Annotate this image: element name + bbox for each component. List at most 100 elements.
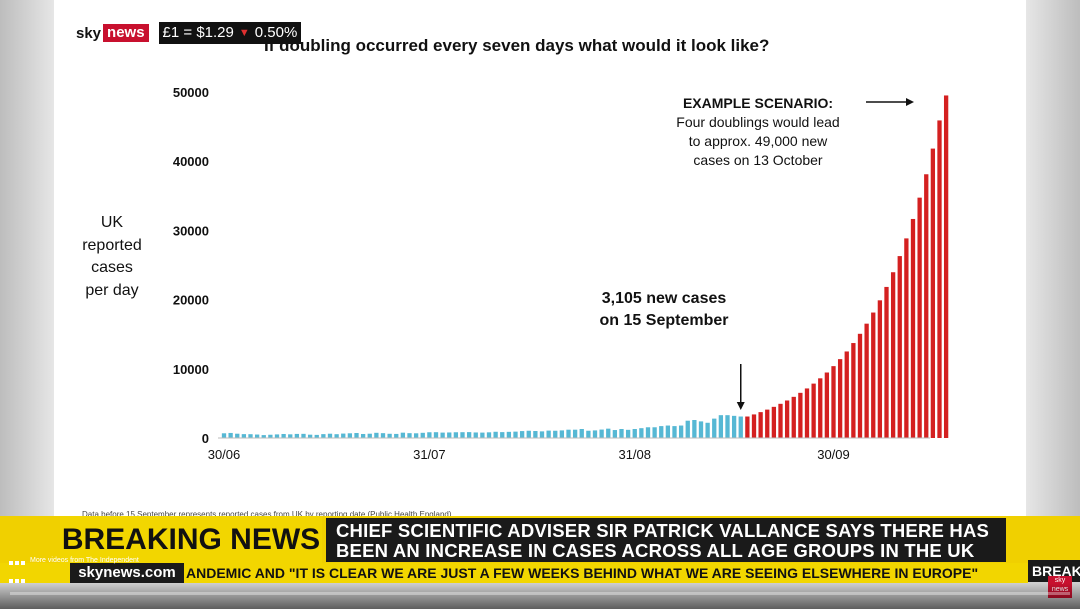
projected-bar	[818, 378, 823, 438]
more-videos-link[interactable]: More videos from The Independent	[30, 557, 139, 564]
reported-bar	[592, 430, 598, 438]
projected-bar	[758, 412, 763, 438]
reported-bar	[354, 433, 359, 438]
reported-bar	[705, 422, 710, 438]
scenario-arrowhead-icon	[906, 98, 914, 106]
reported-bar	[692, 420, 697, 438]
reported-bar	[400, 432, 406, 438]
scenario-line: cases on 13 October	[693, 152, 823, 168]
reported-bar	[473, 432, 478, 438]
reported-bar	[619, 429, 624, 438]
projected-bar	[784, 400, 790, 438]
reported-bar	[652, 427, 657, 438]
more-videos-grid-icon[interactable]	[8, 553, 26, 583]
down-arrow-icon: ▼	[238, 27, 250, 39]
scenario-heading: EXAMPLE SCENARIO:	[682, 95, 834, 111]
reported-bar	[334, 434, 339, 438]
marker-annotation: 3,105 new cases on 15 September	[570, 288, 758, 332]
reported-bar	[248, 434, 253, 438]
breaking-news-label: BREAKING NEWS	[60, 516, 322, 564]
reported-bar	[738, 416, 743, 438]
reported-bar	[380, 433, 386, 438]
headline-line: CHIEF SCIENTIFIC ADVISER SIR PATRICK VAL…	[336, 520, 990, 541]
reported-bar	[407, 433, 412, 438]
fx-rate: £1 = $1.29 ▼ 0.50%	[158, 22, 302, 44]
sky-news-logo: sky news	[72, 22, 153, 44]
scenario-annotation: EXAMPLE SCENARIO: Four doublings would l…	[646, 94, 870, 170]
player-controls	[0, 583, 1080, 609]
reported-bar	[698, 421, 704, 438]
news-crawl-text: ANDEMIC AND "IT IS CLEAR WE ARE JUST A F…	[186, 565, 979, 581]
reported-bar	[612, 430, 618, 438]
reported-bar	[228, 432, 233, 438]
reported-bar	[639, 428, 644, 438]
logo-news: news	[103, 24, 149, 42]
reported-bar	[493, 431, 498, 438]
reported-bar	[307, 434, 313, 438]
projected-bar	[943, 95, 949, 439]
y-tick-label: 50000	[173, 85, 209, 100]
projected-bar	[745, 416, 750, 438]
left-shadow	[0, 0, 54, 540]
projected-bar	[778, 403, 783, 438]
reported-bar	[460, 432, 465, 438]
projected-bar	[884, 286, 889, 438]
reported-bar	[241, 434, 247, 438]
fx-change: 0.50%	[254, 24, 298, 41]
projected-bar	[804, 388, 810, 438]
x-tick-label: 30/06	[208, 447, 241, 462]
skynews-url: skynews.com	[70, 563, 184, 583]
reported-bar	[533, 431, 538, 438]
sky-ticker: sky news £1 = $1.29 ▼ 0.50%	[72, 22, 302, 44]
logo-sky: sky	[76, 24, 102, 42]
reported-bar	[559, 430, 565, 438]
reported-bar	[433, 432, 439, 438]
projected-bar	[751, 414, 757, 438]
projected-bar	[771, 406, 777, 438]
reported-bar	[625, 429, 631, 438]
reported-bar	[413, 433, 419, 438]
reported-bar	[486, 432, 492, 438]
reported-bar	[572, 429, 578, 438]
reported-bar	[506, 431, 512, 438]
reported-bar	[519, 431, 525, 438]
reported-bar	[526, 430, 531, 438]
reported-bar	[321, 434, 326, 438]
projected-bar	[864, 323, 869, 438]
progress-bar[interactable]	[10, 592, 1070, 595]
y-axis-label: UK reported cases per day	[72, 212, 152, 302]
projected-bar	[798, 392, 803, 438]
y-tick-label: 30000	[173, 223, 209, 238]
reported-bar	[347, 433, 353, 438]
chart-title: If doubling occurred every seven days wh…	[264, 36, 770, 55]
scenario-line: to approx. 49,000 new	[688, 133, 828, 149]
reported-bar	[712, 418, 717, 438]
projected-bar	[917, 197, 922, 438]
reported-bar	[453, 432, 459, 438]
projected-bar	[871, 312, 876, 438]
news-crawl-bar	[0, 563, 1028, 583]
reported-bar	[645, 427, 651, 438]
marker-arrowhead-icon	[736, 402, 745, 410]
projected-bar	[831, 366, 836, 438]
reported-bar	[235, 433, 240, 438]
reported-bar	[427, 432, 432, 438]
reported-bar	[281, 433, 286, 438]
projected-bar	[844, 351, 849, 438]
reported-bar	[599, 429, 604, 438]
reported-bar	[301, 433, 306, 438]
y-axis-label-line: UK	[100, 214, 124, 231]
projected-bar	[904, 238, 909, 438]
reported-bar	[447, 432, 452, 438]
reported-bar	[420, 432, 425, 438]
breaking-headline: CHIEF SCIENTIFIC ADVISER SIR PATRICK VAL…	[326, 518, 1006, 562]
reported-bar	[731, 415, 737, 438]
reported-bar	[672, 426, 677, 438]
reported-bar	[294, 433, 300, 438]
reported-bar	[394, 433, 399, 438]
reported-bar	[288, 434, 293, 438]
reported-bar	[606, 428, 611, 438]
projected-bar	[765, 409, 770, 438]
reported-bar	[387, 433, 392, 438]
